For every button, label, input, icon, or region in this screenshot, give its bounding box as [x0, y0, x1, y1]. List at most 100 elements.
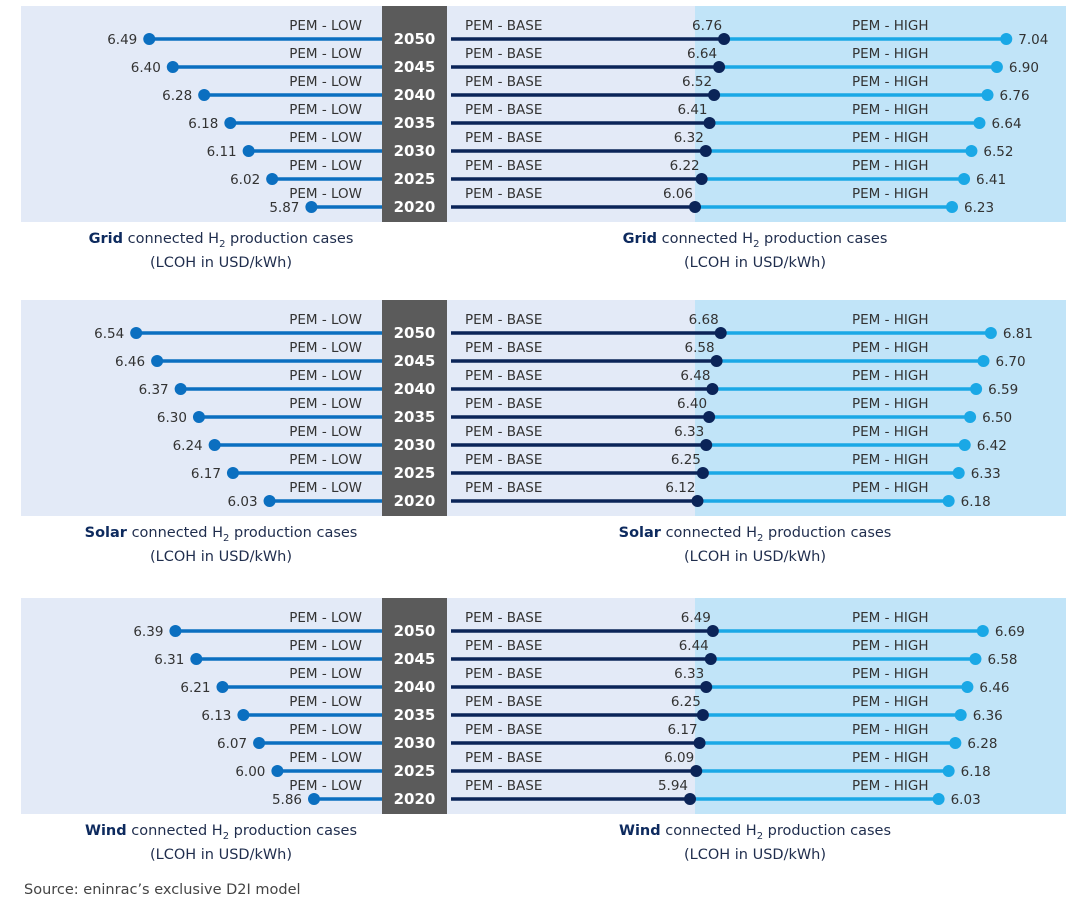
wind-low-dot — [190, 653, 203, 665]
solar-high-label: PEM - HIGH — [852, 368, 929, 384]
grid-low-label: PEM - LOW — [289, 158, 362, 174]
wind-high-label: PEM - HIGH — [852, 666, 929, 682]
wind-high-value: 6.18 — [961, 764, 991, 780]
grid-base-label: PEM - BASE — [465, 186, 542, 202]
grid-high-label: PEM - HIGH — [852, 130, 929, 146]
solar-base-dot — [700, 439, 713, 451]
wind-high-label: PEM - HIGH — [852, 778, 929, 794]
wind-low-label: PEM - LOW — [289, 722, 362, 738]
solar-base-dot — [691, 495, 704, 507]
solar-low-label: PEM - LOW — [289, 480, 362, 496]
solar-base-dot — [710, 355, 723, 367]
grid-low-label: PEM - LOW — [289, 46, 362, 62]
grid-high-value: 6.23 — [964, 200, 994, 216]
grid-low-label: PEM - LOW — [289, 186, 362, 202]
source-note: Source: eninrac’s exclusive D2I model — [24, 882, 301, 898]
wind-high-value: 6.69 — [995, 624, 1025, 640]
grid-low-value: 6.49 — [107, 32, 137, 48]
grid-base-value: 6.76 — [692, 18, 722, 34]
wind-high-value: 6.46 — [979, 680, 1009, 696]
solar-low-label: PEM - LOW — [289, 396, 362, 412]
solar-high-label: PEM - HIGH — [852, 312, 929, 328]
solar-left-panel — [21, 300, 382, 516]
solar-base-label: PEM - BASE — [465, 368, 542, 384]
wind-left-caption: Wind connected H2 production cases (LCOH… — [84, 823, 358, 863]
grid-base-dot — [718, 33, 731, 45]
grid-year-band — [382, 6, 447, 222]
grid-low-label: PEM - LOW — [289, 74, 362, 90]
solar-base-value: 6.40 — [677, 396, 707, 412]
wind-high-label: PEM - HIGH — [852, 610, 929, 626]
wind-low-value: 6.21 — [180, 680, 210, 696]
solar-base-dot — [706, 383, 719, 395]
solar-base-value: 6.33 — [674, 424, 704, 440]
grid-low-value: 5.87 — [269, 200, 299, 216]
solar-base-label: PEM - BASE — [465, 312, 542, 328]
wind-low-value: 5.86 — [272, 792, 302, 808]
wind-low-value: 6.39 — [133, 624, 163, 640]
wind-high-dot — [976, 625, 989, 637]
solar-high-dot — [977, 355, 990, 367]
wind-high-label: PEM - HIGH — [852, 638, 929, 654]
grid-base-label: PEM - BASE — [465, 102, 542, 118]
wind-base-label: PEM - BASE — [465, 778, 542, 794]
solar-year-label: 2050 — [394, 324, 436, 342]
solar-base-value: 6.12 — [665, 480, 695, 496]
wind-low-dot — [237, 709, 250, 721]
grid-base-dot — [689, 201, 701, 213]
grid-base-label: PEM - BASE — [465, 130, 542, 146]
wind-high-label: PEM - HIGH — [852, 722, 929, 738]
solar-high-dot — [958, 439, 971, 451]
grid-high-dot — [958, 173, 971, 185]
solar-high-value: 6.18 — [961, 494, 991, 510]
solar-low-value: 6.46 — [115, 354, 145, 370]
solar-high-label: PEM - HIGH — [852, 340, 929, 356]
wind-high-label: PEM - HIGH — [852, 750, 929, 766]
solar-base-label: PEM - BASE — [465, 396, 542, 412]
wind-high-dot — [969, 653, 982, 665]
wind-high-panel — [695, 598, 1066, 814]
solar-low-value: 6.30 — [157, 410, 187, 426]
wind-base-dot — [706, 625, 719, 637]
wind-base-label: PEM - BASE — [465, 638, 542, 654]
grid-base-value: 6.52 — [682, 74, 712, 90]
wind-year-label: 2050 — [394, 622, 436, 640]
wind-base-dot — [700, 681, 713, 693]
solar-high-value: 6.70 — [995, 354, 1025, 370]
grid-left-panel — [21, 6, 382, 222]
solar-base-value: 6.58 — [685, 340, 715, 356]
wind-year-label: 2020 — [394, 790, 436, 808]
wind-low-label: PEM - LOW — [289, 694, 362, 710]
wind-base-dot — [704, 653, 717, 665]
wind-low-dot — [271, 765, 284, 777]
grid-year-label: 2020 — [394, 198, 436, 216]
grid-base-label: PEM - BASE — [465, 18, 542, 34]
grid-high-dot — [965, 145, 978, 157]
solar-base-value: 6.68 — [689, 312, 719, 328]
grid-low-label: PEM - LOW — [289, 18, 362, 34]
grid-high-label: PEM - HIGH — [852, 18, 929, 34]
grid-base-label: PEM - BASE — [465, 158, 542, 174]
solar-base-label: PEM - BASE — [465, 452, 542, 468]
wind-high-dot — [949, 737, 962, 749]
solar-high-value: 6.50 — [982, 410, 1012, 426]
solar-low-label: PEM - LOW — [289, 312, 362, 328]
grid-base-value: 6.32 — [674, 130, 704, 146]
solar-low-value: 6.17 — [191, 466, 221, 482]
solar-year-label: 2035 — [394, 408, 436, 426]
wind-base-panel — [447, 598, 695, 814]
grid-low-dot — [224, 117, 237, 129]
grid-base-dot — [695, 173, 708, 185]
wind-base-dot — [684, 793, 697, 805]
grid-high-dot — [990, 61, 1003, 73]
solar-high-value: 6.42 — [977, 438, 1007, 454]
wind-low-value: 6.31 — [154, 652, 184, 668]
grid-low-value: 6.40 — [131, 60, 161, 76]
grid-base-value: 6.22 — [670, 158, 700, 174]
wind-base-label: PEM - BASE — [465, 750, 542, 766]
grid-year-label: 2030 — [394, 142, 436, 160]
solar-low-value: 6.03 — [227, 494, 257, 510]
grid-low-value: 6.28 — [162, 88, 192, 104]
grid-high-value: 7.04 — [1018, 32, 1048, 48]
solar-year-label: 2025 — [394, 464, 436, 482]
